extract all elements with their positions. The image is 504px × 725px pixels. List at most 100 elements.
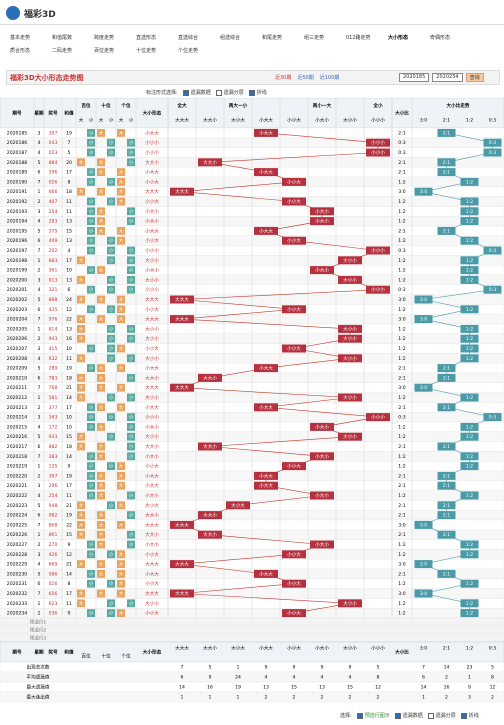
pattern-marker	[254, 128, 278, 137]
checkbox[interactable]	[215, 89, 222, 96]
checkbox[interactable]	[182, 89, 189, 96]
draw-number: 656	[49, 591, 58, 597]
nav-item[interactable]: 个位走势	[178, 48, 199, 54]
checkbox[interactable]	[356, 712, 363, 719]
digit-size: 小	[109, 394, 114, 401]
issue: 2020185	[7, 130, 28, 136]
nav-item[interactable]: 组三走势	[304, 35, 325, 41]
ratio: 2:1	[398, 130, 405, 136]
pattern-marker-label: 小大小	[315, 492, 329, 499]
digit-cell	[117, 315, 125, 323]
draw-number: 361	[49, 268, 58, 274]
digit-size: 小	[109, 276, 114, 283]
footer-option[interactable]: 遗漏数据	[394, 712, 423, 719]
ratio-marker	[437, 569, 456, 578]
nav-item[interactable]: 012路走势	[346, 35, 371, 41]
pattern-marker-label: 大小小	[343, 394, 357, 401]
digit-size: 大	[99, 296, 104, 303]
control-option[interactable]: 遗漏分层	[215, 89, 244, 96]
pattern: 小大大	[145, 570, 159, 577]
digit-cell	[117, 570, 125, 578]
pattern-marker-label: 大大小	[203, 512, 217, 519]
control-option[interactable]: 折线	[248, 89, 267, 96]
checkbox[interactable]	[394, 712, 401, 719]
weekday: 2	[38, 542, 41, 548]
pattern-marker-label: 大大大	[175, 384, 189, 391]
query-button[interactable]: 查询	[465, 73, 484, 82]
nav-item[interactable]: 大小形态	[388, 35, 409, 41]
range-to[interactable]: 2020234	[432, 73, 463, 82]
digit-cell	[77, 256, 85, 265]
footer-option[interactable]: 遗漏分层	[427, 712, 456, 719]
stats-value: 8	[491, 675, 494, 681]
nav-item[interactable]: 奇偶形态	[430, 35, 451, 41]
draw-number: 407	[49, 199, 58, 205]
pattern-marker	[310, 217, 334, 226]
ratio: 1:2	[398, 493, 405, 499]
digit-size: 小	[89, 365, 94, 372]
nav-item[interactable]: 十位走势	[136, 48, 157, 54]
control-option[interactable]: 遗漏数据	[182, 89, 211, 96]
sum: 11	[66, 601, 72, 607]
period-link[interactable]: 近50期	[297, 75, 314, 81]
period-link[interactable]: 近30期	[275, 75, 292, 81]
pattern-header: 大大大	[175, 645, 189, 652]
nav-item[interactable]: 基本走势	[10, 35, 31, 41]
nav-item[interactable]: 二码走势	[52, 48, 73, 54]
digit-cell	[87, 236, 95, 245]
digit-cell	[117, 178, 125, 186]
digit-cell	[87, 403, 95, 412]
pattern-marker-label: 大大大	[175, 188, 189, 195]
pattern-marker	[310, 422, 334, 431]
ratio-marker	[414, 589, 433, 598]
nav-item[interactable]: 组选综合	[220, 35, 241, 41]
checkbox[interactable]	[248, 89, 255, 96]
digit-size: 大	[99, 267, 104, 274]
ratio-marker	[460, 217, 479, 226]
digit-size: 小	[129, 257, 134, 264]
nav-item[interactable]: 和尾走势	[262, 35, 283, 41]
digit-cell	[107, 285, 115, 294]
range-from[interactable]: 2020185	[399, 73, 430, 82]
pattern: 小大小	[145, 218, 159, 225]
digit-size: 大	[99, 159, 104, 166]
checkbox[interactable]	[460, 712, 467, 719]
ratio-marker-label: 1:2	[466, 464, 473, 470]
pattern-header: 大大小	[203, 645, 217, 652]
digit-size: 小	[109, 610, 114, 617]
ratio: 3:0	[398, 522, 405, 528]
sum: 9	[68, 464, 71, 470]
pattern: 小小小	[145, 414, 159, 421]
digit-cell	[107, 344, 115, 353]
pattern-marker-label: 小小大	[287, 306, 301, 313]
footer-option[interactable]: 折线	[460, 712, 479, 719]
sum: 10	[66, 415, 72, 421]
footer-option[interactable]: 预选行图示	[356, 712, 390, 719]
issue: 2020224	[7, 513, 28, 519]
pattern-marker-label: 小大小	[315, 541, 329, 548]
weekday: 7	[38, 591, 41, 597]
stats-value: 23	[467, 665, 473, 671]
issue: 2020190	[7, 179, 28, 185]
ratio: 1:2	[398, 454, 405, 460]
ratio-marker	[414, 295, 433, 304]
nav-item[interactable]: 跨度走势	[94, 35, 115, 41]
nav-item[interactable]: 直选综合	[178, 35, 199, 41]
nav-item[interactable]: 和值尾数	[52, 35, 73, 41]
digit-cell	[87, 138, 95, 147]
checkbox[interactable]	[427, 712, 434, 719]
sum: 11	[66, 493, 72, 499]
draw-number: 783	[49, 375, 58, 381]
period-link[interactable]: 近100期	[319, 75, 340, 81]
weekday: 6	[38, 444, 41, 450]
digit-cell	[107, 334, 115, 343]
nav-item[interactable]: 百位走势	[94, 48, 115, 54]
weekday: 5	[38, 434, 41, 440]
nav-item[interactable]: 质合形态	[10, 48, 31, 54]
nav-item[interactable]: 直选形态	[136, 35, 157, 41]
ratio-marker	[437, 158, 456, 167]
ratio-marker	[414, 187, 433, 196]
ratio: 3:0	[398, 297, 405, 303]
title-bar: 福彩3D大小形态走势图 近30期 近50期 近100期 2020185 202023…	[6, 70, 500, 85]
digit-cell	[77, 393, 85, 402]
